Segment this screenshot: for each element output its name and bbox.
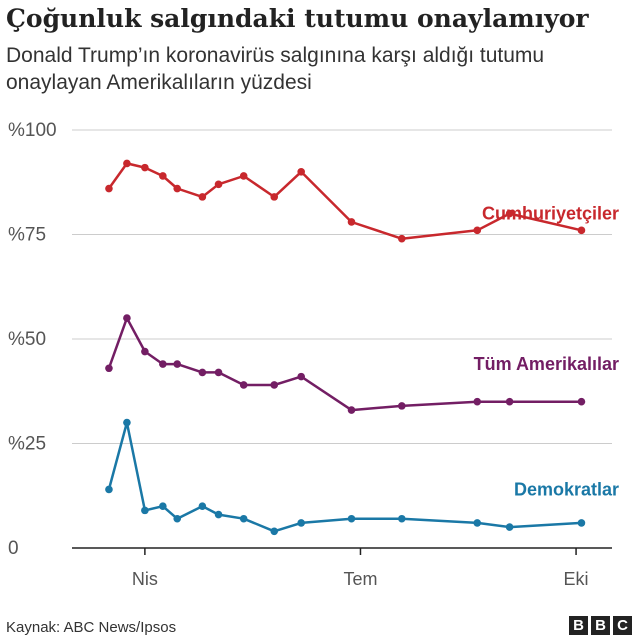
data-point [105,364,113,373]
data-point [347,406,356,414]
source-note: Kaynak: ABC News/Ipsos [6,619,177,636]
data-point [347,218,356,226]
data-point [505,397,514,406]
data-point [159,502,167,511]
data-point [505,209,514,218]
y-tick-label: 0 [8,538,19,559]
logo-letter-3: C [613,616,632,635]
data-point [577,397,586,406]
x-tick-label: Eki [564,569,589,589]
series-line-0 [107,162,583,240]
data-point [141,506,149,515]
data-point [397,402,406,410]
data-point [173,514,182,523]
y-tick-label: %100 [8,120,57,141]
data-point [123,159,131,168]
data-point [297,372,305,381]
data-point [159,360,167,368]
data-point [105,485,113,494]
y-tick-label: %50 [8,329,46,350]
data-point [270,527,279,536]
logo-letter-1: B [569,616,588,635]
chart-title: Çoğunluk salgındaki tutumu onaylamıyor [6,4,589,33]
data-point [473,397,482,406]
series-label: Tüm Amerikalılar [474,354,619,374]
data-point [577,226,586,235]
data-point [105,184,113,193]
series-line-2 [107,421,583,533]
data-point [297,519,305,527]
logo-letter-2: B [591,616,610,635]
bbc-logo: B B C [569,616,632,635]
data-point [173,360,182,368]
data-point [239,381,248,389]
data-point [505,523,514,531]
data-point [239,514,248,523]
data-point [159,172,167,180]
data-point [397,234,406,243]
y-tick-label: %75 [8,225,46,246]
chart-subtitle: Donald Trump’ın koronavirüs salgınına ka… [6,44,545,94]
data-point [577,519,586,527]
x-tick-label: Tem [343,569,377,589]
data-point [198,502,207,511]
series-layer [105,159,586,536]
data-point [270,381,279,389]
series-label: Demokratlar [514,479,619,499]
data-point [347,514,356,523]
data-point [297,168,305,176]
label-layer: Cumhuriyetçiler Tüm Amerikalılar Demokratl… [474,204,619,500]
data-point [270,193,279,201]
grid-layer [72,129,612,444]
data-point [473,519,482,527]
data-point [173,184,182,193]
data-point [141,347,149,356]
axis-layer: 0 %25 %50 %75 %100 Nis Tem Eki [8,120,612,589]
data-point [214,180,223,189]
data-point [473,226,482,235]
data-point [141,163,149,172]
x-tick-label: Nis [132,569,158,589]
series-label: Cumhuriyetçiler [482,204,619,224]
y-tick-label: %25 [8,434,46,455]
data-point [198,368,207,377]
data-point [239,172,248,180]
data-point [198,193,207,201]
data-point [397,514,406,523]
data-point [123,418,131,427]
data-point [123,314,131,322]
data-point [214,510,223,519]
data-point [214,368,223,377]
